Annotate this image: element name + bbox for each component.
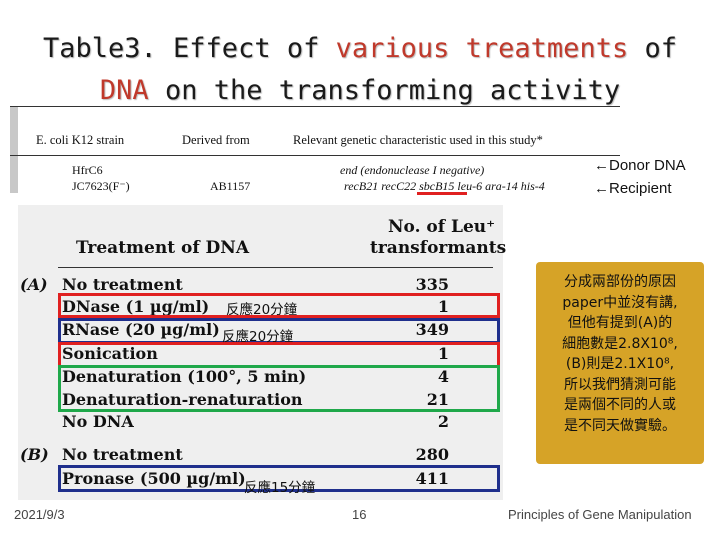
footer-page-number: 16 (352, 507, 367, 522)
group-label-a: (A) (20, 275, 48, 294)
strain-row-2-char: recB21 recC22 sbcB15 leu-6 ara-14 his-4 (344, 179, 545, 193)
explanation-callout: 分成兩部份的原因 paper中並沒有講, 但他有提到(A)的 細胞數是2.8X1… (536, 262, 704, 464)
strain-row-1-strain: HfrC6 (72, 163, 103, 177)
row-label: No treatment (62, 445, 183, 464)
col-header-treatment: Treatment of DNA (76, 238, 250, 258)
leu-underline (417, 192, 467, 195)
donor-note: ←Donor DNA (594, 157, 686, 174)
strain-row-2-strain: JC7623(F⁻) (72, 179, 130, 193)
row-value: 335 (415, 275, 449, 294)
footer-course: Principles of Gene Manipulation (508, 507, 692, 522)
row-label: Denaturation-renaturation (62, 390, 303, 409)
denaturation-highlight-box (58, 365, 500, 412)
recipient-note: ←Recipient (594, 180, 672, 197)
pronase-highlight-box (58, 465, 500, 492)
row-label: Sonication (62, 344, 158, 363)
dnase-highlight-box (58, 293, 500, 318)
pronase-annotation: 反應15分鐘 (244, 480, 316, 496)
row-label: RNase (20 µg/ml) (62, 320, 220, 339)
col-header-count-2: transformants (370, 238, 507, 258)
row-value: 280 (415, 445, 449, 464)
col-header-count-1: No. of Leu⁺ (388, 217, 496, 237)
row-value: 1 (437, 297, 449, 316)
footer-date: 2021/9/3 (14, 507, 65, 522)
row-value: 2 (437, 412, 449, 431)
row-value: 4 (437, 367, 449, 386)
strain-header-derived: Derived from (182, 133, 250, 147)
strain-header-strain: E. coli K12 strain (36, 133, 125, 147)
row-label: Denaturation (100°, 5 min) (62, 367, 307, 386)
slide-title: Table3. Effect of various treatments of … (43, 33, 677, 106)
row-value: 411 (415, 469, 449, 488)
strain-row-1-char: end (endonuclease I negative) (340, 163, 485, 177)
row-label: No DNA (62, 412, 134, 431)
strain-header-char: Relevant genetic characteristic used in … (293, 133, 543, 147)
dnase-annotation: 反應20分鐘 (226, 302, 298, 318)
row-value: 1 (437, 344, 449, 363)
rnase-annotation: 反應20分鐘 (222, 329, 294, 345)
treatment-table: Treatment of DNA No. of Leu⁺ transforman… (18, 205, 507, 500)
strain-table: E. coli K12 strain Derived from Relevant… (10, 106, 620, 193)
row-label: No treatment (62, 275, 183, 294)
row-value: 21 (426, 390, 449, 409)
row-label: DNase (1 µg/ml) (62, 297, 210, 316)
row-label: Pronase (500 µg/ml) (62, 469, 246, 488)
strain-row-2-derived: AB1157 (210, 179, 251, 193)
row-value: 349 (415, 320, 449, 339)
group-label-b: (B) (20, 445, 49, 464)
